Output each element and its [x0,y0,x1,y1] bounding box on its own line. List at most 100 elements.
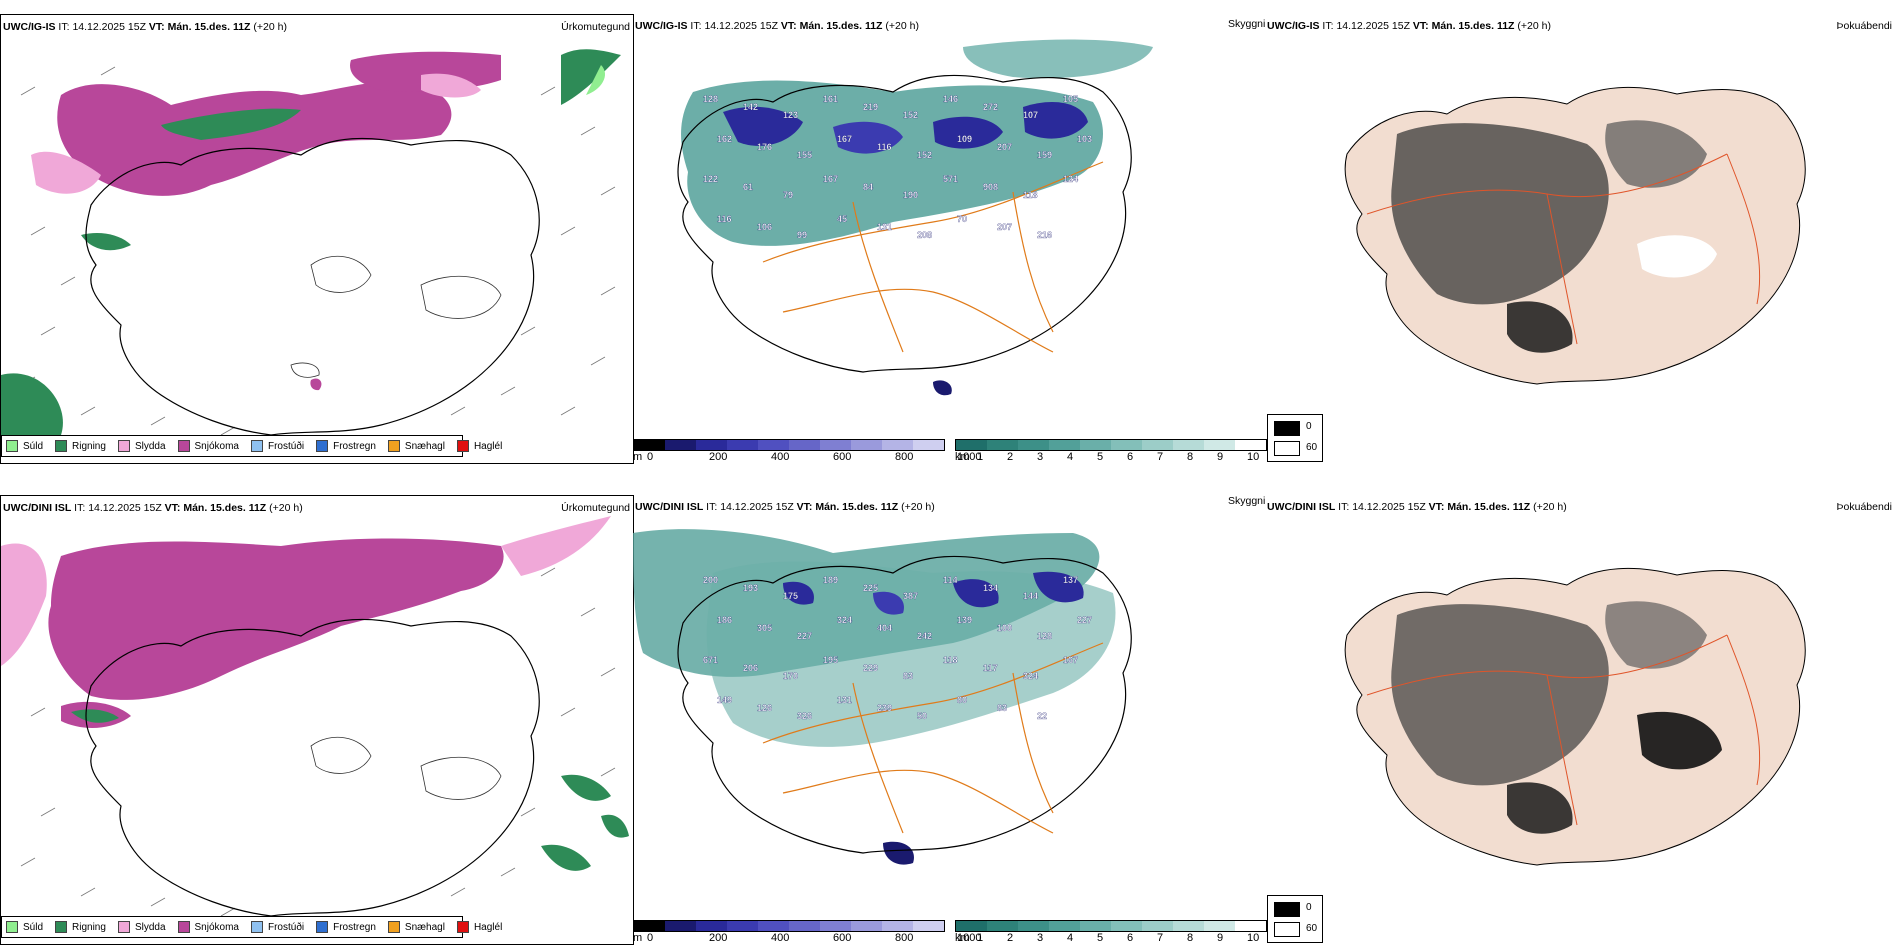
ceiling-swatch [758,440,789,450]
precip-type-title-2: Úrkomutegund [561,502,630,514]
precip-legend-item: Snjókoma [177,440,239,452]
ceiling-swatch [913,921,944,931]
cloud-base-label: 131 [837,695,852,705]
cloud-map-2: 200 193 175 189 225 387 114 134 144 137 186 305 227 3… [633,529,1132,865]
visibility-tick-label: 5 [1097,932,1104,944]
fog-legend-bottom-label: 60 [1306,442,1318,453]
cloud-base-label: 80 [957,695,967,705]
visibility-swatch [1142,440,1173,450]
cloud-base-label: 139 [957,615,972,625]
precip-legend-label: Snjókoma [194,440,239,452]
fog-legend-1: 0 60 [1267,414,1323,462]
visibility-swatch [1049,440,1080,450]
precip-legend-swatch [6,440,18,452]
visibility-unit-label: km [955,451,970,463]
precip-legend-swatch [6,921,18,933]
precip-legend-label: Snæhagl [404,921,445,933]
cloud-base-label: 128 [703,94,718,104]
roads [762,161,1104,353]
fog-legend-2: 0 60 [1267,895,1323,943]
ceiling-area [933,380,952,396]
cloud-base-label: 128 [1037,631,1052,641]
cloud-base-label: 170 [783,671,798,681]
ceiling-swatch [727,440,758,450]
visibility-tick-label: 6 [1127,451,1134,463]
fog-legend-bottom-label: 60 [1306,923,1318,934]
ceiling-swatch [851,921,882,931]
cloud-base-label: 124 [1063,174,1078,184]
ceiling-swatch [820,921,851,931]
cloud-panel-1: UWC/IG-IS IT: 14.12.2025 15Z VT: Mán. 15… [633,14,1267,465]
glacier-outline [420,756,502,800]
ceiling-area [883,841,914,865]
cloud-base-label: 167 [823,174,838,184]
cloud-base-labels: 128 142 123 161 219 152 146 272 107 105 162 176 155 1… [703,94,1092,240]
ceiling-tick-label: 400 [771,932,790,944]
cloud-base-label: 190 [903,190,918,200]
cloud-base-label: 70 [957,214,967,224]
rain-area [81,233,131,251]
precip-legend-swatch [177,440,190,452]
cloud-base-label: 162 [717,134,732,144]
rain-area [561,774,611,801]
precip-legend-item: Frostregn [316,440,376,452]
cloud-base-label: 227 [797,631,812,641]
ceiling-swatch [913,440,944,450]
precip-legend-item: Súld [6,921,43,933]
cloud-base-label: 114 [943,575,958,585]
visibility-tick-label: 9 [1217,932,1224,944]
precip-legend-item: Súld [6,440,43,452]
precip-legend-swatch [117,440,130,452]
cloud-base-label: 122 [703,174,718,184]
cloud-base-label: 272 [983,102,998,112]
visibility-swatch [1142,921,1173,931]
cloud-base-label: 99 [797,230,807,240]
fog-legend-light-swatch [1274,441,1300,456]
visibility-tick-label: 1 [977,451,984,463]
precip-legend-swatch [456,921,469,933]
visibility-swatch [1173,440,1204,450]
visibility-tick-label: 10 [1247,451,1260,463]
precip-legend-item: Haglél [456,921,502,933]
visibility-tick-label: 7 [1157,932,1164,944]
cloud-base-label: 146 [943,94,958,104]
precip-legend-item: Frostúði [250,440,304,452]
fog-area [1605,120,1707,188]
ceiling-swatch [665,440,696,450]
visibility-swatch [1235,921,1266,931]
ceiling-swatch [789,440,820,450]
cloud-base-label: 100 [997,623,1012,633]
cloud-type-title-1: Skyggni [1228,18,1266,30]
cloud-base-label: 83 [997,703,1007,713]
cloud-base-label: 305 [757,623,772,633]
visibility-tick-label: 3 [1037,451,1044,463]
precip-panel-1: UWC/IG-IS IT: 14.12.2025 15Z VT: Mán. 15… [0,14,634,464]
ceiling-tick-label: 400 [771,451,790,463]
visibility-swatch [956,921,987,931]
visibility-swatch [1173,921,1204,931]
precip-legend-swatch [316,921,329,933]
ceiling-swatch [727,921,758,931]
fog-legend-light-swatch [1274,922,1300,937]
precip-legend-swatch [250,921,263,933]
ceiling-swatch [882,921,913,931]
visibility-ticks-1: km 1 2 3 4 5 6 7 8 9 10 [955,451,1265,465]
cloud-base-label: 908 [983,182,998,192]
rain-area [71,709,119,723]
precip-legend-swatch [387,440,400,452]
visibility-area [963,39,1153,79]
visibility-tick-label: 4 [1067,451,1074,463]
ceiling-swatch [820,440,851,450]
visibility-swatch [987,440,1018,450]
visibility-swatch [1111,921,1142,931]
cloud-type-title-2: Skyggni [1228,495,1266,507]
fog-area [1391,604,1609,786]
cloud-base-label: 326 [797,711,812,721]
cloud-base-label: 404 [877,623,892,633]
sleet-area [421,73,481,98]
fog-legend-top-label: 0 [1306,902,1312,913]
precip-legend-swatch [316,440,329,452]
precip-legend-label: Slydda [134,440,166,452]
precip-legend-label: Snjókoma [194,921,239,933]
precip-legend-label: Frostregn [333,440,376,452]
